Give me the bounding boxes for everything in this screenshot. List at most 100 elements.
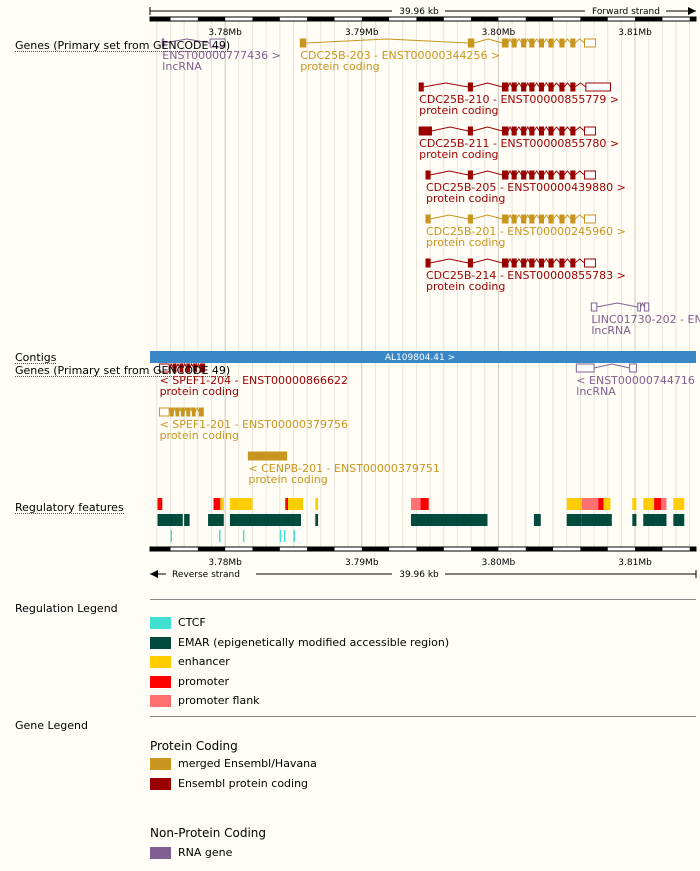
ruler-segment bbox=[361, 17, 390, 21]
intron bbox=[196, 362, 202, 369]
intron bbox=[563, 170, 572, 176]
intron bbox=[563, 126, 572, 132]
legend-swatch-merged bbox=[150, 758, 171, 770]
exon bbox=[511, 258, 517, 268]
legend-swatch-ensembl bbox=[150, 778, 171, 790]
biotype-label: protein coding bbox=[419, 104, 498, 117]
exon bbox=[529, 38, 535, 48]
regulatory-enhancer bbox=[603, 498, 611, 510]
scale-length-top: 39.96 kb Forward strand bbox=[149, 7, 696, 17]
exon bbox=[425, 170, 431, 180]
ruler-segment bbox=[525, 17, 554, 21]
exon bbox=[559, 258, 565, 268]
intron bbox=[574, 170, 585, 176]
regulatory-promoter bbox=[654, 498, 662, 510]
exon bbox=[584, 126, 596, 136]
track-label-text: Genes (Primary set from GENCODE 49) bbox=[15, 364, 231, 377]
ruler-tick-label: 3.81Mb bbox=[618, 558, 652, 568]
legend-divider bbox=[150, 716, 696, 717]
contig bbox=[150, 351, 696, 363]
genome-browser-panel: 39.96 kb Forward strand 3.78Mb 3.79Mb 3.80Mb… bbox=[149, 7, 700, 580]
legend-swatch-promoter-flank bbox=[150, 695, 171, 707]
exon bbox=[575, 363, 595, 373]
exon bbox=[161, 38, 165, 48]
exon bbox=[644, 302, 650, 312]
exon bbox=[425, 258, 431, 268]
exon bbox=[467, 38, 475, 48]
contig-bar: AL109804.41 > bbox=[150, 351, 696, 363]
gene-transcript[interactable]: CDC25B-210 - ENST00000855779 >protein co… bbox=[418, 81, 619, 117]
exon bbox=[521, 82, 527, 92]
intron bbox=[525, 257, 531, 264]
exon bbox=[570, 126, 576, 136]
gene-transcript[interactable]: CDC25B-201 - ENST00000245960 >protein co… bbox=[425, 213, 626, 249]
intron bbox=[515, 258, 523, 264]
ruler-tick-label: 3.78Mb bbox=[208, 28, 242, 38]
regulatory-ctcf bbox=[170, 530, 172, 542]
intron bbox=[574, 82, 587, 88]
intron bbox=[194, 406, 200, 413]
track-label-genes-forward[interactable]: Genes (Primary set from GENCODE 49) bbox=[15, 40, 231, 52]
gene-transcript[interactable]: CDC25B-211 - ENST00000855780 >protein co… bbox=[418, 125, 619, 161]
regulatory-promoter-flank bbox=[410, 498, 421, 510]
intron bbox=[507, 125, 513, 132]
biotype-label: protein coding bbox=[426, 192, 505, 205]
intron bbox=[472, 170, 503, 176]
intron bbox=[525, 213, 531, 220]
intron bbox=[472, 82, 503, 88]
intron bbox=[507, 169, 513, 176]
track-label-contigs[interactable]: Contigs bbox=[15, 352, 57, 364]
gene-transcript[interactable]: LINC01730-202 - ENSTlncRNA bbox=[590, 301, 700, 337]
track-label-genes-reverse[interactable]: Genes (Primary set from GENCODE 49) bbox=[15, 364, 231, 377]
gene-transcript[interactable]: CDC25B-205 - ENST00000439880 >protein co… bbox=[425, 169, 626, 205]
intron bbox=[552, 82, 561, 88]
exon bbox=[584, 170, 596, 180]
gene-transcript[interactable]: CDC25B-214 - ENST00000855783 >protein co… bbox=[425, 257, 626, 293]
exon bbox=[548, 170, 554, 180]
intron bbox=[596, 302, 638, 308]
intron bbox=[305, 38, 469, 44]
regulatory-enhancer bbox=[220, 498, 224, 510]
intron bbox=[507, 37, 513, 44]
exon bbox=[502, 258, 509, 268]
ruler-segment bbox=[307, 17, 335, 21]
intron bbox=[574, 126, 585, 132]
gene-transcript[interactable]: ENST00000777436 >lncRNA bbox=[161, 38, 281, 73]
exon bbox=[425, 214, 431, 224]
regulatory-ctcf bbox=[279, 530, 282, 542]
regulatory-promoter bbox=[420, 498, 429, 510]
legend-label: CTCF bbox=[178, 616, 206, 629]
intron bbox=[543, 214, 550, 220]
regulatory-emar bbox=[673, 514, 685, 526]
legend-swatch-enhancer bbox=[150, 656, 171, 668]
exon bbox=[570, 82, 576, 92]
exon bbox=[521, 38, 527, 48]
exon bbox=[502, 82, 509, 92]
legend-swatch-emar bbox=[150, 636, 171, 649]
exon bbox=[159, 407, 170, 417]
intron bbox=[533, 126, 540, 132]
exon bbox=[467, 170, 473, 180]
forward-arrow bbox=[688, 7, 696, 15]
track-label-regulatory[interactable]: Regulatory features bbox=[15, 502, 124, 514]
regulatory-enhancer bbox=[315, 498, 319, 510]
ruler-segment bbox=[150, 547, 171, 551]
ruler-segment bbox=[252, 547, 280, 551]
legend-label: promoter flank bbox=[178, 694, 260, 707]
biotype-label: lncRNA bbox=[162, 60, 202, 73]
ruler-top: 3.78Mb 3.79Mb 3.80Mb 3.81Mb bbox=[149, 16, 697, 38]
intron bbox=[175, 362, 181, 369]
regulatory-emar bbox=[581, 514, 612, 526]
legend-label: enhancer bbox=[178, 655, 230, 668]
biotype-label: protein coding bbox=[426, 236, 505, 249]
intron bbox=[563, 258, 572, 264]
ruler-segment bbox=[416, 547, 444, 551]
gene-transcript[interactable]: CDC25B-203 - ENST00000344256 >protein co… bbox=[299, 37, 596, 73]
ruler-segment bbox=[197, 17, 226, 21]
legend-label: merged Ensembl/Havana bbox=[178, 757, 317, 770]
regulatory-promoter-flank bbox=[661, 498, 667, 510]
